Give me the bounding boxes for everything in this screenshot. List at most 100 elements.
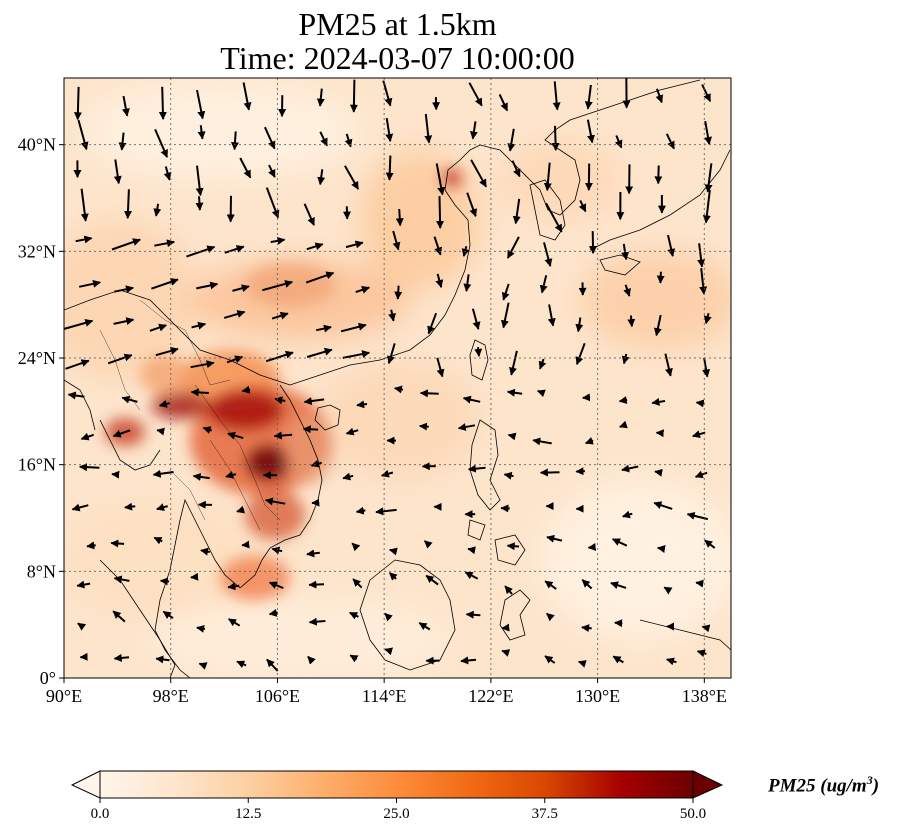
wind-arrow — [503, 471, 514, 480]
wind-arrow — [111, 238, 141, 251]
x-tick-label: 106°E — [255, 686, 300, 706]
wind-arrow — [110, 539, 125, 548]
wind-arrow — [228, 618, 241, 627]
x-tick-label: 130°E — [575, 686, 620, 706]
wind-arrow — [654, 165, 663, 185]
wind-arrow — [697, 243, 706, 268]
wind-arrow — [232, 284, 250, 293]
wind-arrow — [124, 502, 136, 511]
wind-arrow — [236, 660, 247, 669]
y-tick-label: 40°N — [18, 135, 56, 155]
wind-arrow — [154, 128, 169, 158]
wind-arrow — [667, 234, 676, 257]
wind-arrow — [395, 208, 404, 227]
wind-arrow — [581, 624, 592, 633]
wind-arrow — [470, 159, 487, 188]
colorbar-min-extend — [70, 770, 101, 799]
wind-vectors — [64, 78, 716, 672]
wind-arrow — [158, 86, 167, 120]
wind-arrow — [653, 314, 662, 337]
wind-arrow — [375, 507, 397, 516]
wind-arrow — [465, 610, 481, 619]
wind-arrow — [692, 430, 706, 439]
wind-arrow — [423, 540, 433, 549]
wind-arrow — [355, 506, 366, 515]
y-tick-label: 32°N — [18, 241, 56, 261]
wind-arrow — [509, 350, 518, 376]
wind-arrow — [694, 470, 708, 479]
wind-arrow — [310, 459, 322, 468]
wind-arrow — [241, 385, 251, 394]
wind-arrow — [306, 242, 324, 251]
wind-arrow — [462, 395, 481, 404]
wind-arrow — [266, 658, 279, 672]
wind-arrow — [75, 235, 93, 244]
wind-arrow — [507, 128, 516, 152]
borders — [99, 299, 281, 531]
wind-arrow — [155, 655, 170, 664]
wind-arrow — [153, 203, 162, 217]
wind-arrow — [342, 350, 371, 359]
wind-arrow — [200, 547, 210, 556]
wind-arrow — [380, 469, 394, 478]
colorbar-gradient — [99, 770, 694, 799]
wind-arrow — [64, 319, 94, 330]
wind-arrow — [319, 131, 328, 147]
wind-arrow — [474, 346, 483, 357]
wind-arrow — [190, 360, 215, 369]
wind-arrow — [317, 169, 326, 186]
wind-arrow — [512, 198, 521, 225]
wind-arrow — [506, 236, 520, 259]
wind-arrow — [587, 543, 597, 552]
wind-arrow — [704, 121, 712, 145]
wind-arrow — [268, 581, 284, 590]
wind-arrow — [436, 357, 445, 378]
wind-arrow — [196, 89, 206, 120]
wind-arrow — [419, 422, 429, 431]
wind-arrow — [457, 423, 476, 431]
wind-arrow — [696, 649, 707, 658]
y-tick-label: 16°N — [18, 455, 56, 475]
wind-arrow — [192, 472, 210, 481]
wind-arrow — [418, 622, 431, 631]
wind-arrow — [342, 472, 354, 481]
colorbar-ticks: 0.0 12.5 25.0 37.5 50.0 — [91, 798, 706, 822]
wind-arrow — [302, 425, 319, 434]
wind-arrow — [702, 189, 711, 224]
wind-arrow — [345, 427, 359, 436]
wind-arrow — [627, 315, 636, 328]
wind-arrow — [466, 192, 478, 218]
wind-arrow — [270, 236, 286, 245]
wind-arrow — [511, 160, 521, 178]
wind-arrow — [460, 656, 477, 665]
wind-arrow — [196, 281, 219, 290]
wind-arrow — [198, 662, 208, 670]
wind-arrow — [340, 322, 367, 333]
wind-arrow — [619, 420, 628, 429]
wind-arrow — [273, 431, 293, 440]
wind-arrow — [657, 545, 666, 553]
wind-arrow — [663, 586, 673, 595]
wind-arrow — [107, 353, 133, 365]
wind-arrow — [544, 655, 556, 664]
wind-arrow — [665, 133, 675, 150]
map-gridlines — [64, 78, 731, 678]
colorbar-tick-label: 0.0 — [91, 806, 110, 822]
wind-arrow — [197, 125, 206, 140]
wind-arrow — [389, 547, 398, 556]
wind-arrow — [195, 196, 204, 211]
wind-arrow — [349, 611, 359, 620]
wind-arrow — [158, 400, 170, 408]
wind-arrow — [77, 622, 87, 631]
wind-arrow — [388, 309, 396, 322]
wind-arrow — [114, 285, 134, 294]
pm25-background-haze — [64, 80, 731, 678]
wind-arrow — [79, 463, 100, 472]
wind-arrow — [575, 467, 585, 476]
wind-arrow — [655, 429, 664, 438]
wind-arrow — [577, 660, 587, 668]
wind-arrow — [118, 132, 127, 151]
wind-arrow — [154, 239, 175, 248]
wind-arrow — [425, 574, 439, 586]
